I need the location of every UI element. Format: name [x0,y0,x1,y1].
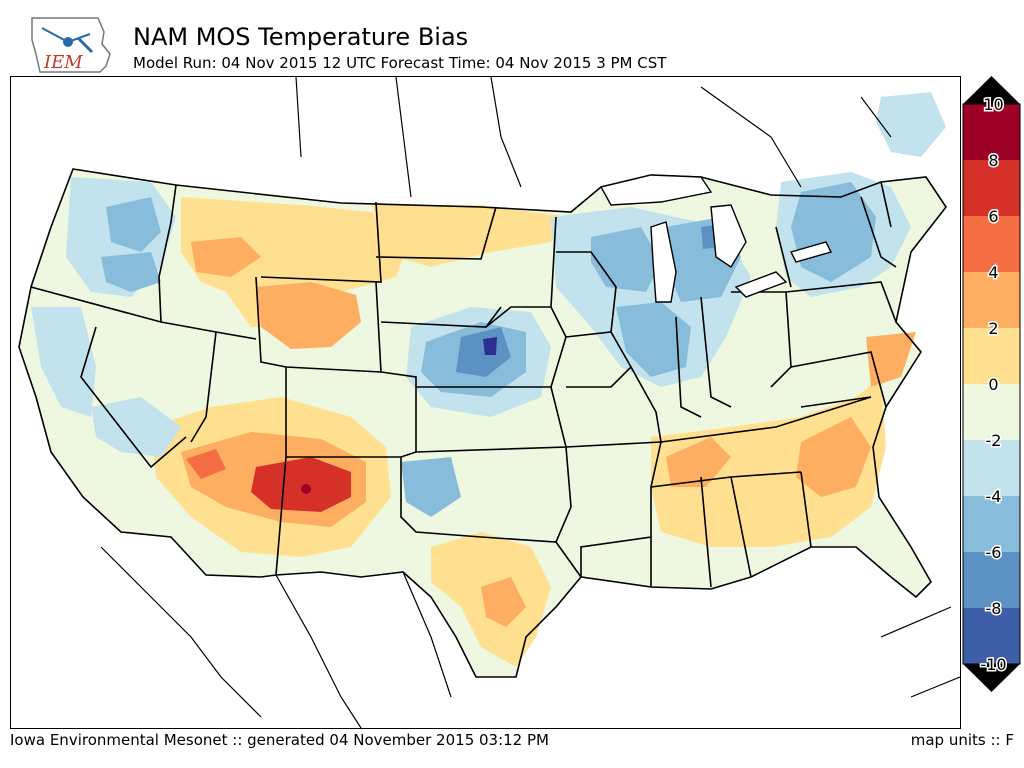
cool-illinois [616,302,691,377]
colorbar-segment [963,552,1020,608]
lake-ontario [789,241,833,263]
colorbar-tick-label: 0 [988,375,998,394]
colorbar-tick-label: -6 [986,543,1002,562]
colorbar-segment [963,608,1020,664]
colorbar-segment [963,496,1020,552]
warm-montana-patch [191,237,261,277]
colorbar-outline [962,103,1021,665]
great-lakes [599,174,833,303]
colorbar-tick-label: -2 [986,431,1002,450]
lake-erie [734,271,788,298]
conus-bias-map [18,77,960,728]
map-title: NAM MOS Temperature Bias [133,23,469,51]
cool-pnw-core [106,197,161,252]
logo-text: IEM [43,52,83,73]
colorbar-tick-label: 4 [988,263,998,282]
iem-logo: IEM [28,14,120,76]
warm-arizona-orange [186,449,226,479]
colorbar-tick-label: -10 [980,655,1006,674]
colorbar-segment [963,328,1020,384]
warm-new-mexico-red [251,457,351,512]
lake-superior [599,174,713,206]
international-lines [100,77,960,728]
warm-tennessee [666,437,731,487]
warm-southeast [651,377,886,547]
footer-units: map units :: F [910,731,1014,749]
conus-outline [18,168,947,678]
lake-michigan [650,221,677,303]
map-panel [10,76,961,729]
map-subtitle: Model Run: 04 Nov 2015 12 UTC Forecast T… [133,54,667,72]
colorbar-segments [962,76,1021,692]
colorbar-segment [963,160,1020,216]
lake-huron [710,204,747,268]
cool-oregon-core [101,252,161,292]
colorbar: 10 8 6 4 2 0 -2 -4 -6 -8 -10 [962,76,1021,692]
colorbar-segment [963,104,1020,160]
warm-southeast-orange [796,417,871,497]
warm-northern-rockies [181,197,411,327]
colorbar-labels: 10 8 6 4 2 0 -2 -4 -6 -8 -10 [979,94,1008,676]
bias-fill-layer [19,92,946,677]
colorbar-segment [963,440,1020,496]
cool-nebraska-max [483,337,497,355]
colorbar-tick-label: -4 [986,487,1002,506]
colorbar-under-triangle [963,664,1020,692]
colorbar-tick-label: 10 [983,95,1003,114]
colorbar-segment [963,384,1020,440]
colorbar-segment [963,272,1020,328]
colorbar-over-triangle [963,76,1020,104]
colorbar-tick-label: 6 [988,207,998,226]
colorbar-tick-label: 2 [988,319,998,338]
colorbar-tick-label: -8 [986,599,1002,618]
colorbar-tick-label: 8 [988,151,998,170]
warm-wyoming-core [256,282,361,349]
colorbar-segment [963,216,1020,272]
cool-nebraska-core [456,327,511,377]
warm-carolina-orange [866,332,916,387]
warm-texas-core [481,577,526,627]
cool-oklahoma [401,457,461,517]
cool-california [31,307,96,417]
warm-new-mexico-max [301,484,311,494]
footer-credit: Iowa Environmental Mesonet :: generated … [10,731,549,749]
cool-maine [876,92,946,157]
warm-dakotas [371,205,571,267]
cool-california-south [91,397,181,457]
state-boundaries [18,168,947,678]
